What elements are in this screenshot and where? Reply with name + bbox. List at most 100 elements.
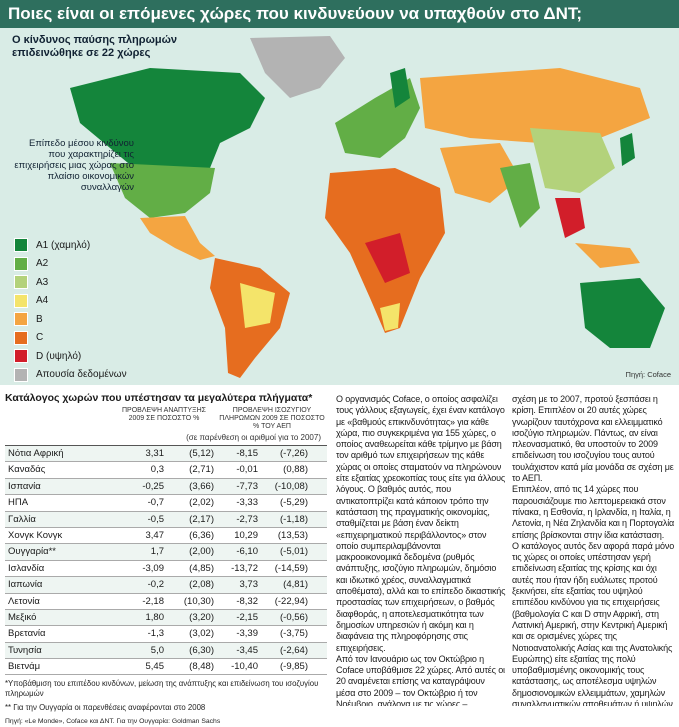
table-cell: -0,25	[142, 480, 164, 492]
country-cell: Γαλλία	[8, 513, 36, 525]
header-cell: ΠΡΟΒΛΕΨΗ ΙΣΟΖΥΓΙΟΥ ΠΛΗΡΩΜΩΝ 2009 ΣΕ ΠΟΣΟ…	[219, 407, 325, 430]
table-body: Νότια Αφρική 3,31 (5,12) -8,15 (-7,26) Καναδά…	[5, 446, 327, 676]
table: Κατάλογος χωρών που υπέστησαν τα μεγαλύτ…	[5, 392, 327, 727]
table-row: Ισπανία -0,25 (3,66) -7,73 (-10,08)	[5, 478, 327, 496]
table-row: Καναδάς 0,3 (2,71) -0,01 (0,88)	[5, 462, 327, 479]
table-cell: (0,88)	[283, 464, 308, 476]
legend-item: C	[14, 329, 127, 348]
legend-item: A4	[14, 292, 127, 311]
legend-item: A1 (χαμηλό)	[14, 236, 127, 255]
table-cell: -3,09	[142, 562, 164, 574]
table-cell: 1,7	[150, 546, 164, 558]
table-cell: -3,39	[236, 628, 258, 640]
table-row: Λετονία -2,18 (10,30) -8,32 (-22,94)	[5, 594, 327, 610]
table-cell: (8,48)	[189, 661, 214, 673]
legend-item: D (υψηλό)	[14, 347, 127, 366]
legend-swatch	[14, 312, 28, 327]
indonesia	[575, 243, 640, 268]
country-cell: Βιετνάμ	[8, 661, 41, 673]
table-cell: -3,45	[236, 644, 258, 656]
map-panel: Ο κίνδυνος παύσης πληρωμών επιδεινώθηκε …	[0, 28, 679, 385]
table-subheader: (σε παρένθεση οι αριθμοί για το 2007)	[5, 431, 327, 446]
table-cell: (6,30)	[189, 644, 214, 656]
table-cell: (3,20)	[189, 611, 214, 623]
table-header: ΠΡΟΒΛΕΨΗ ΑΝΑΠΤΥΞΗΣ 2009 ΣΕ ΠΟΣΟΣΤΟ % ΠΡΟ…	[5, 407, 327, 431]
north-america	[70, 68, 265, 178]
legend-label: D (υψηλό)	[36, 350, 82, 362]
table-cell: (2,00)	[189, 546, 214, 558]
table-cell: (10,30)	[183, 595, 214, 607]
table-cell: -13,72	[231, 562, 258, 574]
country-cell: Λετονία	[8, 595, 40, 607]
map-source: Πηγή: Coface	[625, 370, 671, 379]
country-cell: Ουγγαρία**	[8, 546, 56, 558]
table-cell: (-10,08)	[274, 480, 308, 492]
legend: A1 (χαμηλό) A2 A3 A4 B C D (υψηλό) Απουσία δεδο…	[14, 236, 127, 384]
country-cell: Ισλανδία	[8, 562, 45, 574]
table-cell: (-22,94)	[274, 595, 308, 607]
table-row: Ισλανδία -3,09 (4,85) -13,72 (-14,59)	[5, 561, 327, 578]
title: Ποιες είναι οι επόμενες χώρες που κινδυν…	[0, 0, 679, 28]
country-cell: Βρετανία	[8, 628, 46, 640]
table-cell: -0,01	[236, 464, 258, 476]
table-cell: (-5,29)	[280, 497, 308, 509]
legend-item: B	[14, 310, 127, 329]
table-row: Ιαπωνία -0,2 (2,08) 3,73 (4,81)	[5, 577, 327, 594]
footnote: ** Για την Ουγγαρία οι παρενθέσεις αναφέ…	[5, 703, 206, 713]
table-cell: (3,66)	[189, 480, 214, 492]
country-cell: Καναδάς	[8, 464, 46, 476]
japan	[620, 133, 635, 166]
scandinavia	[390, 68, 410, 108]
australia	[580, 278, 665, 348]
table-cell: -2,18	[142, 595, 164, 607]
country-cell: ΗΠΑ	[8, 497, 29, 509]
country-cell: Τυνησία	[8, 644, 42, 656]
table-row: Βιετνάμ 5,45 (8,48) -10,40 (-9,85)	[5, 659, 327, 676]
table-cell: -8,15	[236, 448, 258, 459]
legend-swatch	[14, 238, 28, 253]
legend-item: Απουσία δεδομένων	[14, 366, 127, 385]
table-cell: -0,7	[147, 497, 164, 509]
table-cell: 5,0	[150, 644, 164, 656]
paragraph: Ο κατάλογος αυτός δεν αφορά παρά μόνο τι…	[512, 540, 675, 706]
footnotes: *Υποβάθμιση του επιπέδου κινδύνων, μείωσ…	[5, 679, 327, 727]
table-cell: (2,17)	[189, 513, 214, 525]
country-cell: Χονγκ Κονγκ	[8, 529, 63, 541]
legend-label: A3	[36, 276, 49, 288]
legend-title: Επίπεδο μέσου κινδύνου που χαρακτηρίζει …	[14, 138, 134, 193]
spacer	[5, 407, 117, 431]
table-cell: -1,3	[147, 628, 164, 640]
table-row: Βρετανία -1,3 (3,02) -3,39 (-3,75)	[5, 626, 327, 643]
table-cell: -8,32	[236, 595, 258, 607]
central-africa	[365, 233, 410, 283]
table-title: Κατάλογος χωρών που υπέστησαν τα μεγαλύτ…	[5, 392, 313, 404]
table-row: Γαλλία -0,5 (2,17) -2,73 (-1,18)	[5, 511, 327, 528]
footnote: Πηγή: «Le Monde», Coface και ΔΝΤ. Για τη…	[5, 718, 221, 726]
table-cell: -0,2	[147, 579, 164, 591]
paragraph: Ο οργανισμός Coface, ο οποίος ασφαλίζει …	[336, 394, 506, 653]
table-cell: (6,36)	[189, 529, 214, 541]
paragraph: σχέση με το 2007, προτού ξεσπάσει η κρίσ…	[512, 394, 674, 484]
legend-swatch	[14, 293, 28, 308]
central-america	[140, 216, 215, 260]
legend-swatch	[14, 367, 28, 382]
table-cell: -0,5	[147, 513, 164, 525]
table-cell: -7,73	[236, 480, 258, 492]
table-row: Μεξικό 1,80 (3,20) -2,15 (-0,56)	[5, 609, 327, 627]
table-cell: -6,10	[236, 546, 258, 558]
table-row: Νότια Αφρική 3,31 (5,12) -8,15 (-7,26)	[5, 446, 327, 463]
greenland	[250, 36, 345, 98]
table-cell: (3,02)	[189, 628, 214, 640]
table-row: Ουγγαρία** 1,7 (2,00) -6,10 (-5,01)	[5, 544, 327, 561]
table-row: Τυνησία 5,0 (6,30) -3,45 (-2,64)	[5, 642, 327, 660]
table-cell: 3,73	[239, 579, 259, 591]
country-cell: Ισπανία	[8, 480, 41, 492]
india	[500, 163, 540, 228]
table-cell: (-3,75)	[280, 628, 308, 640]
legend-item: A3	[14, 273, 127, 292]
table-cell: 0,3	[150, 464, 164, 476]
legend-label: A2	[36, 258, 49, 270]
article-column: σχέση με το 2007, προτού ξεσπάσει η κρίσ…	[512, 394, 675, 706]
paragraph: Από τον Ιανουάριο ως τον Οκτώβριο η Cofa…	[336, 653, 505, 706]
